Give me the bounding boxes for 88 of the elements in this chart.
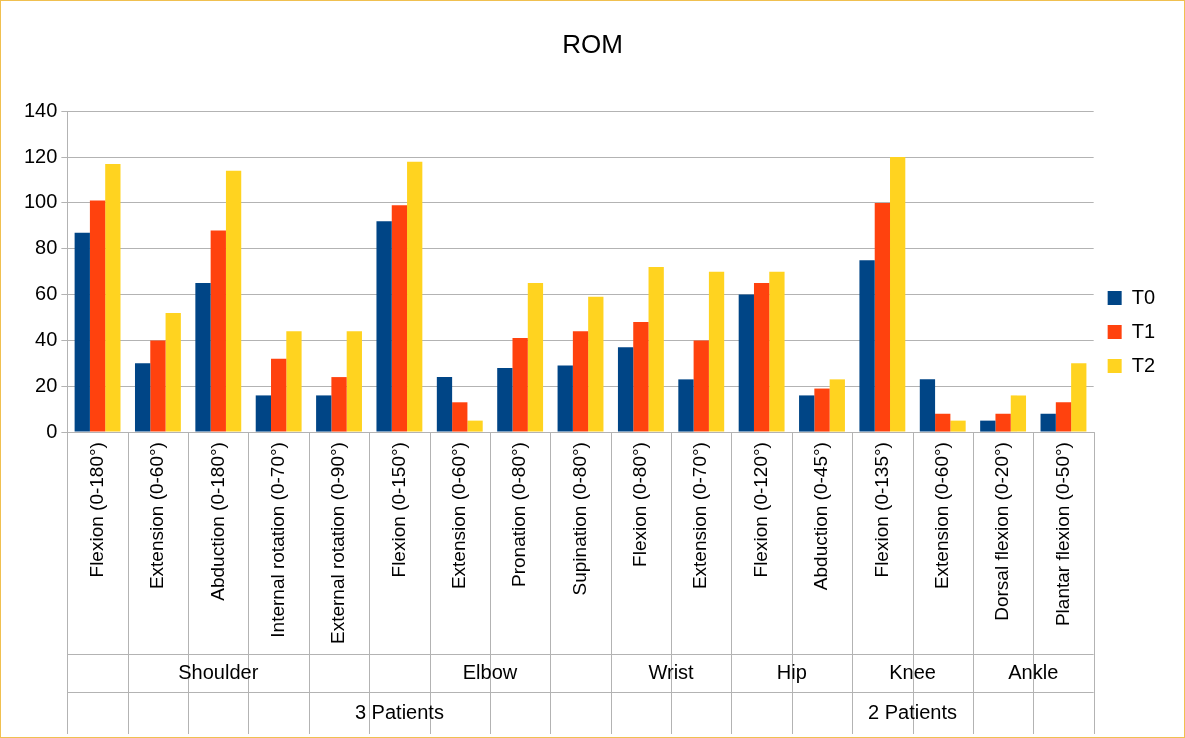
x-tick-label: Dorsal flexion (0-20°) (991, 442, 1013, 621)
bar (557, 365, 573, 432)
bar (134, 363, 151, 432)
bar (814, 388, 830, 432)
bar (105, 163, 121, 432)
bar (980, 420, 996, 432)
x-tick-label: Pronation (0-80°) (508, 442, 530, 587)
x-tick-label: Extension (0-70°) (689, 442, 711, 590)
x-tick-label: Internal rotation (0-70°) (266, 442, 288, 638)
bar (769, 271, 785, 432)
bar (286, 331, 302, 432)
bar (708, 271, 725, 432)
bar (588, 296, 604, 432)
bar (316, 395, 332, 432)
bar (512, 338, 528, 432)
text: Ankle (1008, 660, 1059, 683)
bar (497, 367, 513, 432)
bar (859, 260, 875, 432)
bar (919, 379, 936, 432)
x-tick-label: Flexion (0-120°) (749, 442, 771, 578)
bar (995, 413, 1011, 432)
text: Shoulder (178, 660, 259, 683)
bar (633, 322, 649, 432)
x-tick-label: Abduction (0-45°) (810, 442, 832, 591)
legend-label: T0 (1131, 285, 1155, 308)
bar (950, 420, 966, 432)
text: Wrist (648, 660, 695, 683)
legend-label: T1 (1131, 319, 1155, 342)
bar (407, 161, 423, 432)
text: Hip (776, 660, 807, 683)
bar (165, 312, 181, 432)
bar (255, 395, 272, 432)
y-tick-label: 40 (35, 327, 58, 350)
bar (1055, 402, 1072, 432)
x-tick-label: Flexion (0-80°) (629, 442, 651, 567)
x-tick-label: Plantar flexion (0-50°) (1051, 442, 1073, 627)
bar (210, 230, 226, 432)
bar (74, 232, 90, 432)
bar (195, 283, 211, 432)
text: 2 Patients (868, 700, 958, 723)
bar (331, 377, 347, 432)
bar (829, 379, 845, 432)
x-tick-label: Flexion (0-150°) (387, 442, 409, 578)
bar (617, 347, 634, 432)
bar (678, 379, 694, 432)
y-tick-label: 20 (35, 373, 58, 396)
bar (1071, 363, 1087, 432)
bar (376, 221, 392, 432)
y-tick-label: 120 (23, 144, 58, 167)
x-tick-label: Extension (0-60°) (146, 442, 168, 590)
text: Elbow (462, 660, 518, 683)
bar (346, 331, 362, 432)
bar (150, 340, 166, 432)
bar (271, 358, 287, 432)
y-tick-label: 60 (35, 282, 58, 305)
bar (693, 340, 709, 432)
bar (1040, 413, 1056, 432)
bar (799, 395, 815, 432)
y-tick-label: 140 (23, 98, 58, 121)
x-tick-label: Abduction (0-180°) (206, 442, 228, 601)
bar (874, 202, 891, 432)
y-tick-label: 0 (46, 419, 58, 442)
legend-label: T2 (1131, 353, 1155, 376)
y-tick-label: 100 (23, 190, 58, 213)
text: 3 Patients (354, 700, 444, 723)
x-tick-label: Extension (0-60°) (448, 442, 470, 590)
bar (225, 170, 242, 432)
bar (738, 294, 754, 432)
bar (648, 267, 664, 432)
x-tick-label: Flexion (0-135°) (870, 442, 892, 578)
y-tick-label: 80 (35, 236, 58, 259)
bar (467, 420, 483, 432)
text: Knee (889, 660, 936, 683)
bar (890, 157, 906, 432)
x-tick-label: Flexion (0-180°) (85, 442, 107, 578)
bar (1010, 395, 1027, 432)
bar (391, 205, 408, 432)
bar (935, 413, 951, 432)
bar (527, 283, 544, 432)
bar (753, 283, 770, 432)
bar (572, 331, 589, 432)
bar (452, 402, 468, 432)
x-tick-label: External rotation (0-90°) (327, 442, 349, 645)
bar (89, 200, 106, 432)
chart-title: ROM (562, 28, 623, 59)
bar (436, 377, 453, 432)
x-tick-label: Extension (0-60°) (930, 442, 952, 590)
x-tick-label: Supination (0-80°) (568, 442, 590, 596)
